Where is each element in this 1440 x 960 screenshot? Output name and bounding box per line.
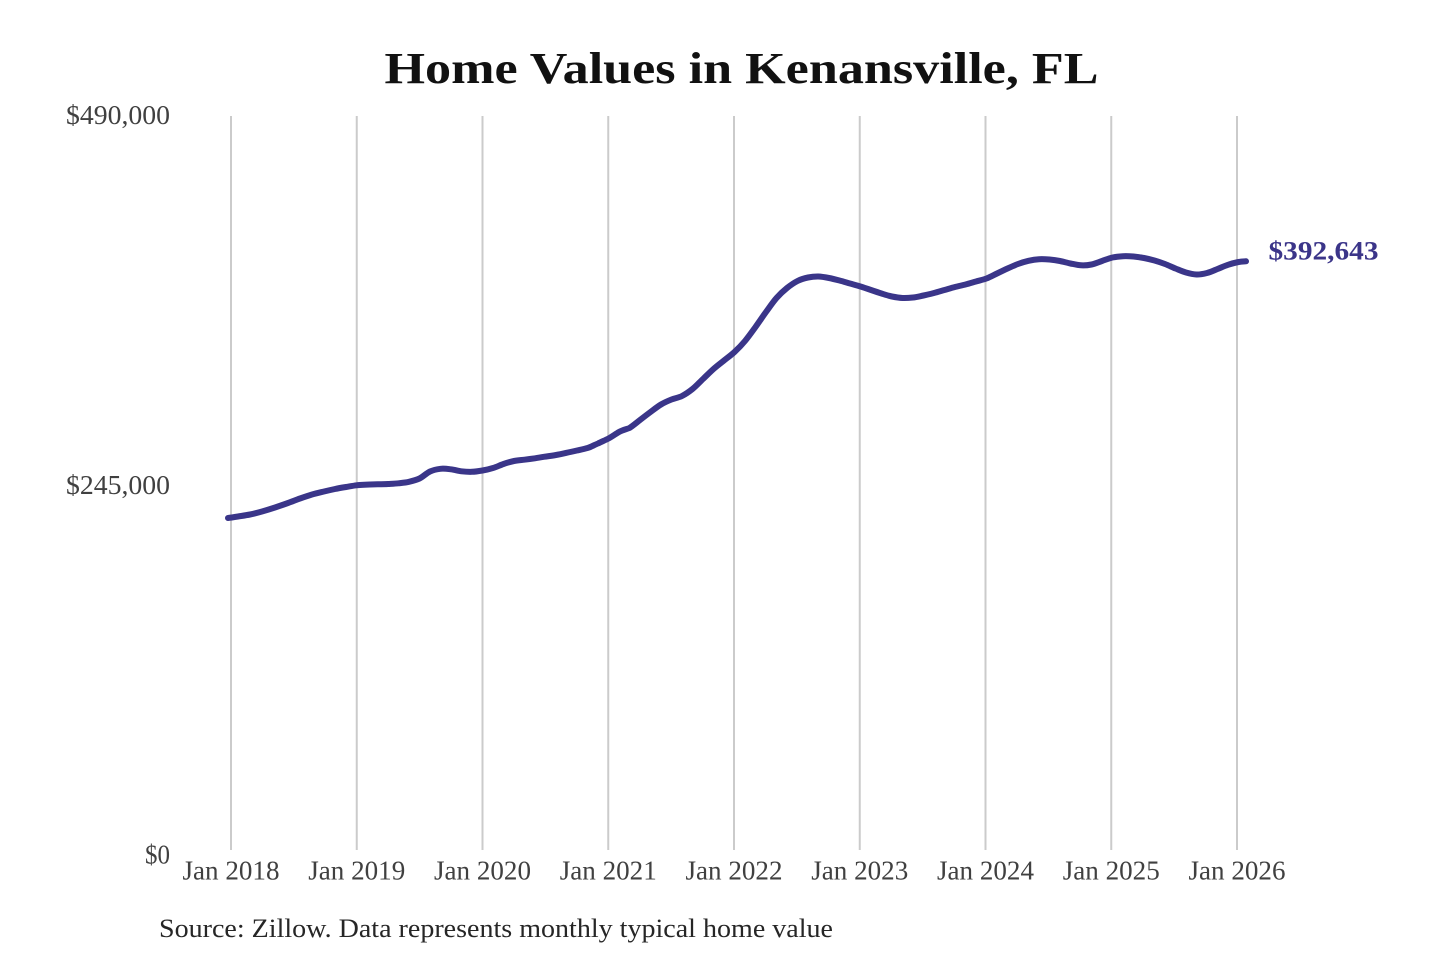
svg-text:Source: Zillow. Data represent: Source: Zillow. Data represents monthly …	[159, 914, 833, 943]
svg-text:Jan 2025: Jan 2025	[1063, 856, 1160, 886]
svg-text:$0: $0	[145, 840, 170, 870]
svg-text:$245,000: $245,000	[66, 470, 170, 500]
svg-text:Jan 2026: Jan 2026	[1189, 856, 1286, 886]
svg-text:Jan 2018: Jan 2018	[183, 856, 280, 886]
svg-text:Jan 2024: Jan 2024	[937, 856, 1034, 886]
svg-text:Jan 2023: Jan 2023	[811, 856, 908, 886]
svg-text:Jan 2021: Jan 2021	[560, 856, 657, 886]
svg-text:Home Values in Kenansville, FL: Home Values in Kenansville, FL	[385, 44, 1099, 93]
svg-text:$490,000: $490,000	[66, 100, 170, 130]
svg-text:Jan 2022: Jan 2022	[686, 856, 783, 886]
svg-text:Jan 2019: Jan 2019	[308, 856, 405, 886]
svg-text:Jan 2020: Jan 2020	[434, 856, 531, 886]
svg-text:$392,643: $392,643	[1269, 237, 1379, 266]
